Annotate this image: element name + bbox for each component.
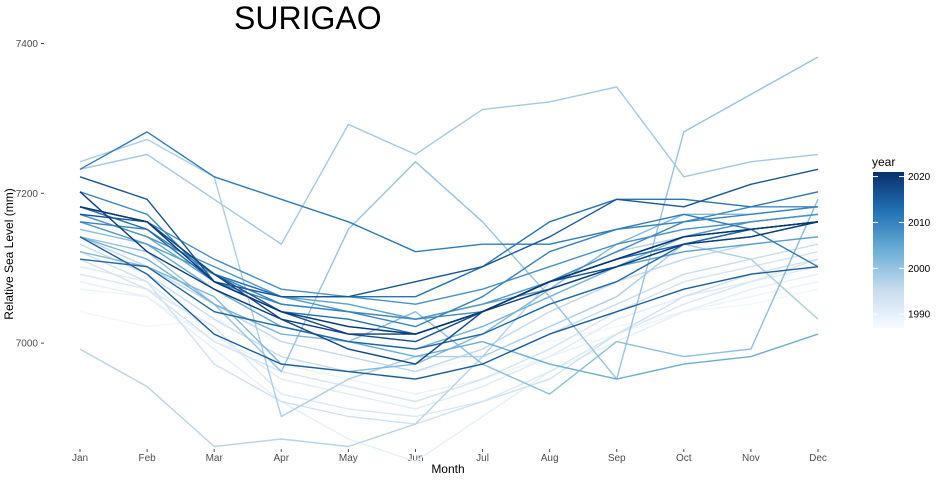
x-tick-label: Feb [138,453,156,464]
legend-ticks: 1990 2000 2010 2020 [873,172,931,321]
series-line-2014 [79,221,819,350]
x-tick-label: Oct [676,453,692,464]
y-tick-label: 7000 [16,339,39,350]
series-line-2000 [79,56,819,380]
legend-tick-label: 1990 [908,310,931,321]
x-tick-label: Nov [742,453,760,464]
x-tick-label: Jun [407,453,423,464]
x-tick-label: May [339,453,358,464]
series-line-2015 [79,236,819,380]
x-tick-label: Aug [541,453,559,464]
y-axis-title: Relative Sea Level (mm) [2,188,16,319]
x-tick-label: Apr [273,453,289,464]
legend-colorbar [873,172,904,328]
series-group [79,56,819,463]
series-line-1998 [79,138,819,418]
series-line-1994 [79,251,819,425]
series-line-1996 [79,236,819,373]
series-line-1989 [79,281,819,395]
y-axis: 7000 7200 7400 [16,39,44,350]
series-line-2004 [79,221,819,380]
y-tick-label: 7200 [16,189,39,200]
legend: year 1990 2000 2010 2020 [872,155,931,328]
x-tick-label: Mar [206,453,224,464]
series-line-2008 [79,206,819,305]
legend-tick-label: 2000 [908,264,931,275]
series-line-2009 [79,191,818,320]
y-tick-label: 7400 [16,39,39,50]
series-line-1992 [79,258,819,418]
series-line-1990 [79,273,819,463]
x-axis: Jan Feb Mar Apr May Jun Jul Aug Sep Oct Nov Dec [72,449,827,464]
series-line-1991 [79,266,819,410]
x-axis-title: Month [431,462,464,476]
x-tick-label: Sep [608,453,626,464]
series-line-2011 [79,131,819,268]
x-tick-label: Dec [809,453,827,464]
legend-tick-label: 2020 [908,172,931,183]
series-line-2020 [79,206,819,335]
legend-title: year [872,155,895,169]
legend-tick-label: 2010 [908,218,931,229]
x-tick-label: Jan [72,453,88,464]
series-line-2006 [79,221,819,320]
chart-title: SURIGAO [234,0,382,36]
series-line-2010 [79,206,819,328]
x-tick-label: Jul [476,453,489,464]
series-line-2012 [79,191,819,298]
series-line-2016 [79,168,819,298]
series-line-1999 [79,86,819,245]
